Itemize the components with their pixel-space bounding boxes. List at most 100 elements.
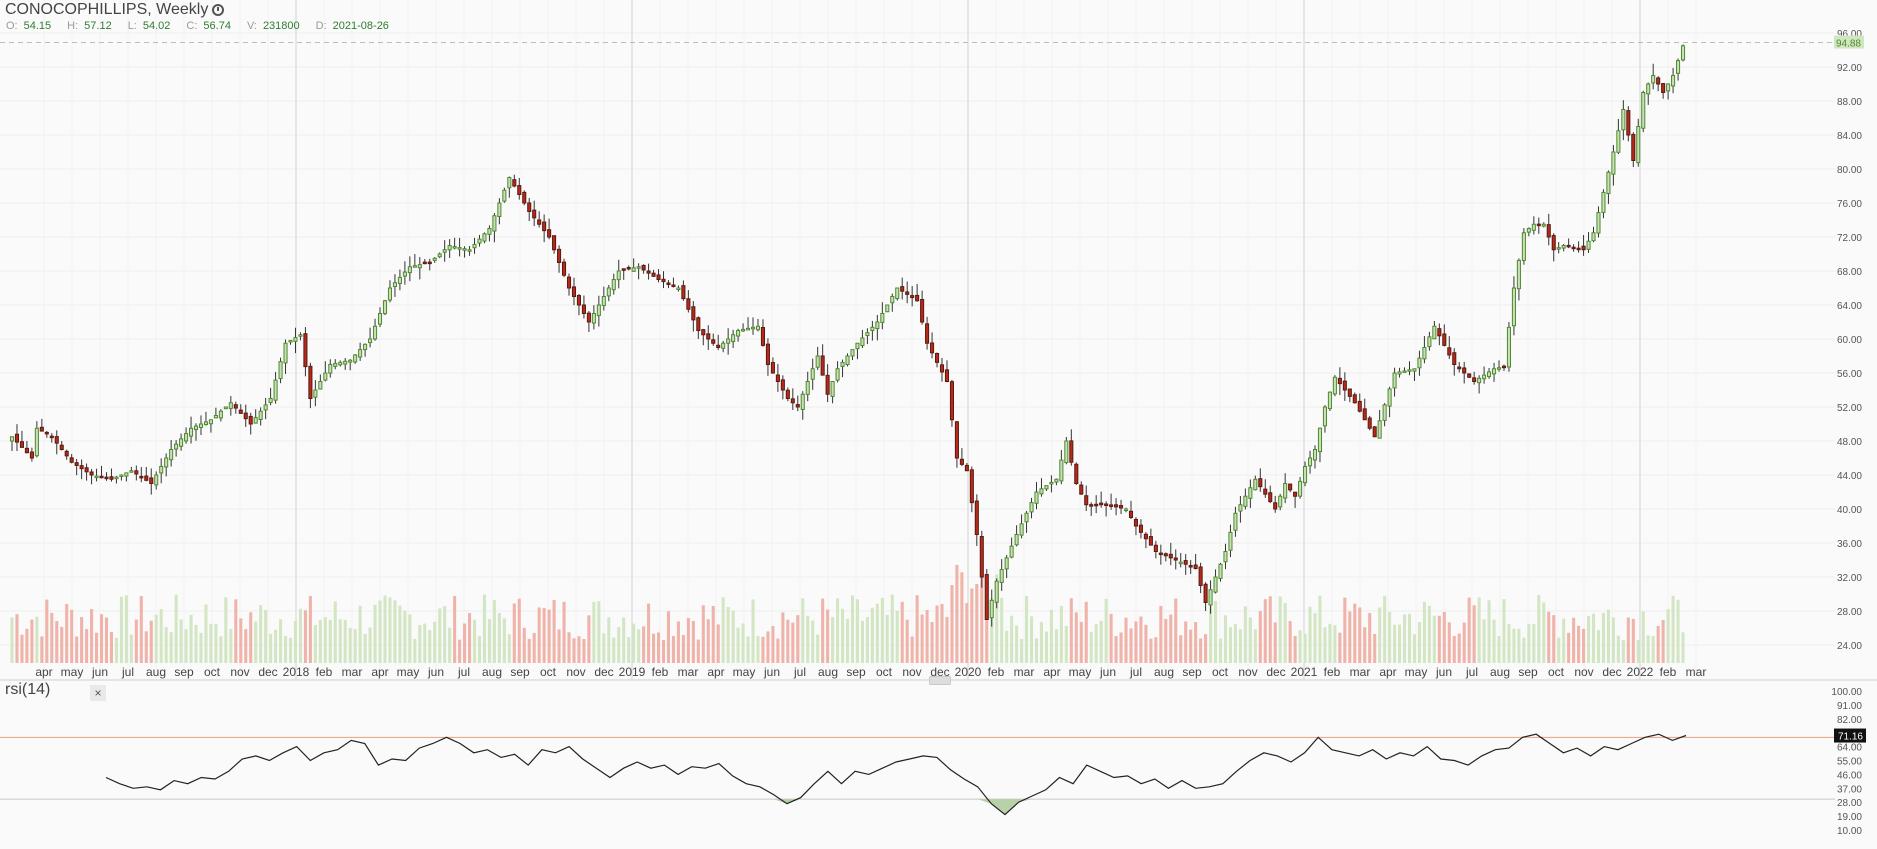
volume-bar — [1442, 611, 1446, 663]
candle-up — [865, 332, 870, 336]
volume-bar — [95, 632, 99, 663]
volume-bar — [1577, 625, 1581, 663]
x-axis-tick: apr — [707, 665, 724, 679]
volume-bar — [1313, 612, 1317, 663]
volume-bar — [1393, 624, 1397, 663]
candle-up — [477, 238, 482, 244]
candle-down — [820, 355, 825, 376]
price-axis-tick: 40.00 — [1837, 505, 1862, 516]
candle-up — [169, 449, 174, 461]
candle-up — [1422, 347, 1427, 360]
x-axis-tick: aug — [1154, 665, 1174, 679]
candle-down — [104, 476, 109, 480]
volume-bar — [487, 619, 491, 663]
volume-bar — [950, 585, 954, 663]
volume-bar — [1412, 634, 1417, 663]
candle-up — [1556, 247, 1561, 250]
volume-bar — [761, 636, 765, 663]
date-key: D: — [315, 20, 327, 32]
x-axis-tick: nov — [230, 665, 249, 679]
candle-up — [810, 368, 815, 380]
candle-down — [641, 264, 646, 271]
candle-up — [432, 257, 437, 261]
volume-bar — [612, 637, 616, 663]
x-axis-tick: 2021 — [1291, 665, 1318, 679]
clock-icon[interactable] — [212, 4, 225, 16]
volume-bar — [1029, 616, 1034, 663]
volume-bar — [1527, 623, 1531, 663]
volume-bar — [1611, 617, 1615, 663]
candle-up — [1666, 83, 1671, 92]
x-axis-tick: jun — [91, 665, 108, 679]
candle-up — [596, 304, 601, 317]
rsi-close-button[interactable]: × — [90, 685, 106, 701]
volume-bar — [1572, 617, 1576, 663]
candle-down — [656, 274, 661, 280]
volume-bar — [318, 619, 322, 663]
candle-up — [989, 599, 994, 619]
candle-up — [746, 327, 751, 331]
volume-bar — [721, 597, 725, 663]
candle-up — [845, 355, 850, 366]
volume-bar — [831, 617, 835, 663]
candle-down — [1193, 564, 1198, 570]
volume-bar — [269, 633, 273, 663]
candle-down — [1357, 400, 1362, 412]
volume-bar — [463, 623, 467, 663]
candle-down — [1342, 380, 1347, 391]
volume-bar — [109, 631, 114, 663]
volume-bar — [676, 621, 680, 663]
candle-up — [467, 249, 472, 252]
volume-bar — [323, 617, 327, 663]
volume-bar — [363, 633, 367, 663]
candle-up — [1014, 534, 1019, 546]
x-axis-tick: mar — [342, 665, 363, 679]
candle-down — [701, 329, 706, 336]
candle-down — [954, 421, 959, 459]
candle-up — [447, 245, 452, 251]
x-axis-tick: mar — [1350, 665, 1371, 679]
candle-down — [691, 306, 696, 321]
candle-up — [313, 389, 318, 398]
candle-down — [308, 365, 313, 399]
volume-bar — [1407, 613, 1412, 663]
volume-bar — [786, 619, 790, 663]
volume-bar — [45, 599, 49, 663]
volume-bar — [224, 597, 228, 663]
candle-up — [213, 415, 218, 419]
candle-up — [1382, 404, 1387, 421]
volume-bar — [736, 627, 740, 663]
volume-bar — [65, 604, 69, 663]
x-axis-tick: feb — [316, 665, 333, 679]
candle-up — [616, 270, 621, 281]
volume-bar — [900, 601, 904, 663]
candle-down — [1442, 333, 1447, 346]
volume-bar — [1298, 630, 1302, 663]
x-axis-tick: oct — [876, 665, 893, 679]
candle-down — [1352, 394, 1357, 404]
pane-resize-handle[interactable] — [929, 676, 951, 685]
candle-down — [626, 267, 631, 270]
volume-bar — [756, 636, 760, 663]
volume-bar — [1497, 636, 1501, 663]
volume-bar — [298, 608, 302, 663]
volume-bar — [1109, 613, 1113, 663]
volume-bar — [577, 636, 581, 663]
candle-up — [1387, 388, 1392, 407]
candle-down — [74, 462, 79, 466]
candle-up — [999, 569, 1004, 583]
x-axis-tick: 2020 — [955, 665, 982, 679]
price-axis-tick: 64.00 — [1837, 301, 1862, 312]
x-axis-tick: sep — [1518, 665, 1538, 679]
volume-bar — [652, 633, 656, 663]
candle-down — [984, 574, 989, 621]
volume-bar — [1353, 603, 1357, 663]
x-axis-tick: apr — [35, 665, 52, 679]
candle-up — [1427, 336, 1432, 347]
volume-bar — [746, 636, 750, 663]
price-axis-tick: 80.00 — [1837, 165, 1862, 176]
candle-down — [1501, 365, 1507, 369]
volume-bar — [1661, 620, 1665, 663]
symbol-title[interactable]: CONOCOPHILLIPS, Weekly — [5, 1, 209, 18]
